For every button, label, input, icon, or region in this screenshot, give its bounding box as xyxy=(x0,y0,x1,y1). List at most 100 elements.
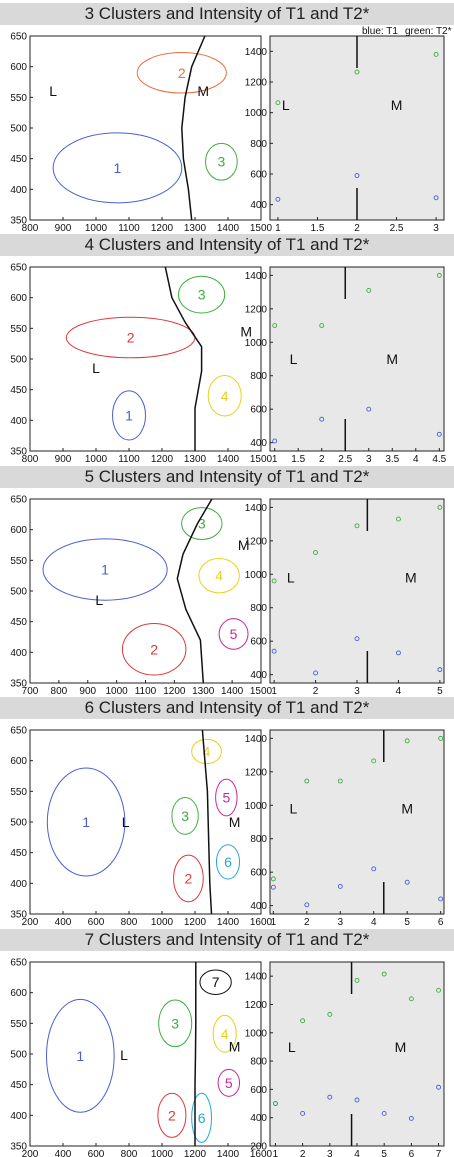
y-tick-label: 600 xyxy=(250,170,267,181)
x-tick-label: 1.5 xyxy=(311,223,325,231)
x-tick-label: 4 xyxy=(354,1149,360,1157)
region-label: L xyxy=(282,97,290,113)
x-tick-label: 4 xyxy=(413,454,419,462)
y-tick-label: 200 xyxy=(250,1141,267,1152)
cluster-label: 7 xyxy=(212,974,220,990)
x-tick-label: 200 xyxy=(22,1149,39,1157)
region-label: M xyxy=(395,1039,407,1055)
cluster-label: 5 xyxy=(230,626,238,642)
y-tick-label: 650 xyxy=(10,957,27,968)
y-tick-label: 400 xyxy=(10,416,27,427)
y-tick-label: 450 xyxy=(10,617,27,628)
x-tick-label: 800 xyxy=(51,686,68,694)
t1-point xyxy=(300,1110,306,1116)
region-label: M xyxy=(240,324,252,340)
x-tick-label: 1300 xyxy=(184,223,207,231)
y-tick-label: 400 xyxy=(250,670,267,681)
x-tick-label: 3 xyxy=(366,454,372,462)
cluster-ellipse xyxy=(158,999,193,1047)
t1-point xyxy=(381,1110,387,1116)
x-tick-label: 1000 xyxy=(151,917,174,925)
y-tick-label: 600 xyxy=(10,525,27,536)
t2-point xyxy=(395,516,401,522)
t2-point xyxy=(271,578,277,584)
t1-point xyxy=(354,1097,360,1103)
x-tick-label: 2 xyxy=(354,223,360,231)
cluster-label: 1 xyxy=(101,561,109,577)
x-tick-label: 1 xyxy=(271,686,277,694)
x-tick-label: 1200 xyxy=(184,1149,207,1157)
x-tick-label: 900 xyxy=(55,454,72,462)
x-tick-label: 3 xyxy=(327,1149,333,1157)
y-tick-label: 800 xyxy=(250,603,267,614)
chart-svg: 700 800 900 1000 1100 1200 1300 1400 15003504004… xyxy=(10,494,445,694)
y-tick-label: 800 xyxy=(250,834,267,845)
region-label: L xyxy=(122,814,130,830)
cluster-ellipse xyxy=(218,617,249,650)
x-tick-label: 1200 xyxy=(151,454,174,462)
cluster-label: 6 xyxy=(198,1109,206,1125)
cluster-label: 3 xyxy=(198,515,206,531)
cluster-ellipse xyxy=(42,538,168,601)
t2-point xyxy=(300,1017,306,1023)
cluster-label: 5 xyxy=(222,790,230,806)
cluster-label: 2 xyxy=(185,871,193,887)
t1-point xyxy=(354,636,360,641)
cluster-plot-area xyxy=(29,35,262,221)
cluster-ellipse xyxy=(45,998,115,1113)
cluster-ellipse xyxy=(191,738,222,765)
cluster-ellipse xyxy=(136,52,227,94)
intensity-plot-area xyxy=(269,729,445,915)
cluster-label: 2 xyxy=(150,641,158,657)
t1-point xyxy=(404,879,410,885)
chart-title: 4 Clusters and Intensity of T1 and T2* xyxy=(0,234,454,257)
t2-point xyxy=(437,504,443,510)
y-tick-label: 550 xyxy=(10,787,27,798)
y-tick-label: 500 xyxy=(10,1049,27,1060)
y-tick-label: 400 xyxy=(10,185,27,196)
t1-point xyxy=(313,670,319,676)
region-label: M xyxy=(229,814,241,830)
y-tick-label: 600 xyxy=(10,988,27,999)
t1-point xyxy=(436,432,442,438)
y-tick-label: 400 xyxy=(250,901,267,912)
y-tick-label: 600 xyxy=(10,756,27,767)
y-tick-label: 1400 xyxy=(245,47,268,58)
cluster-ellipse xyxy=(181,506,223,540)
chart-title: 3 Clusters and Intensity of T1 and T2* xyxy=(0,3,454,25)
y-tick-label: 400 xyxy=(10,1110,27,1121)
region-label: M xyxy=(229,1038,241,1054)
x-tick-label: 1000 xyxy=(106,686,129,694)
y-tick-label: 1200 xyxy=(245,1000,268,1011)
y-tick-label: 450 xyxy=(10,1080,27,1091)
y-tick-label: 500 xyxy=(10,586,27,597)
cluster-label: 4 xyxy=(221,1025,229,1041)
x-tick-label: 1400 xyxy=(217,1149,240,1157)
t2-point xyxy=(436,987,442,993)
y-tick-label: 450 xyxy=(10,386,27,397)
region-label: M xyxy=(391,97,403,113)
x-tick-label: 1.5 xyxy=(291,454,305,462)
intensity-plot-area xyxy=(269,498,445,684)
boundary-line xyxy=(181,35,206,221)
cluster-ellipse xyxy=(212,1014,237,1053)
x-tick-label: 6 xyxy=(438,917,444,925)
chart-svg: 200 400 600 800 1000 1200 1400 1600350400450500… xyxy=(10,726,445,926)
region-label: L xyxy=(288,1039,296,1055)
y-tick-label: 600 xyxy=(250,1084,267,1095)
cluster-ellipse xyxy=(171,797,199,835)
region-label: L xyxy=(290,351,298,367)
y-tick-label: 400 xyxy=(250,1113,267,1124)
x-tick-label: 1000 xyxy=(85,454,108,462)
cluster-label: 4 xyxy=(203,744,211,760)
x-tick-label: 800 xyxy=(121,1149,138,1157)
t2-point xyxy=(275,100,281,106)
x-tick-label: 3 xyxy=(354,686,360,694)
x-tick-label: 600 xyxy=(88,917,105,925)
y-tick-label: 800 xyxy=(250,139,267,150)
region-label: M xyxy=(238,537,250,553)
x-tick-label: 5 xyxy=(404,917,410,925)
y-tick-label: 500 xyxy=(10,818,27,829)
t2-point xyxy=(319,323,325,329)
y-tick-label: 400 xyxy=(10,648,27,659)
